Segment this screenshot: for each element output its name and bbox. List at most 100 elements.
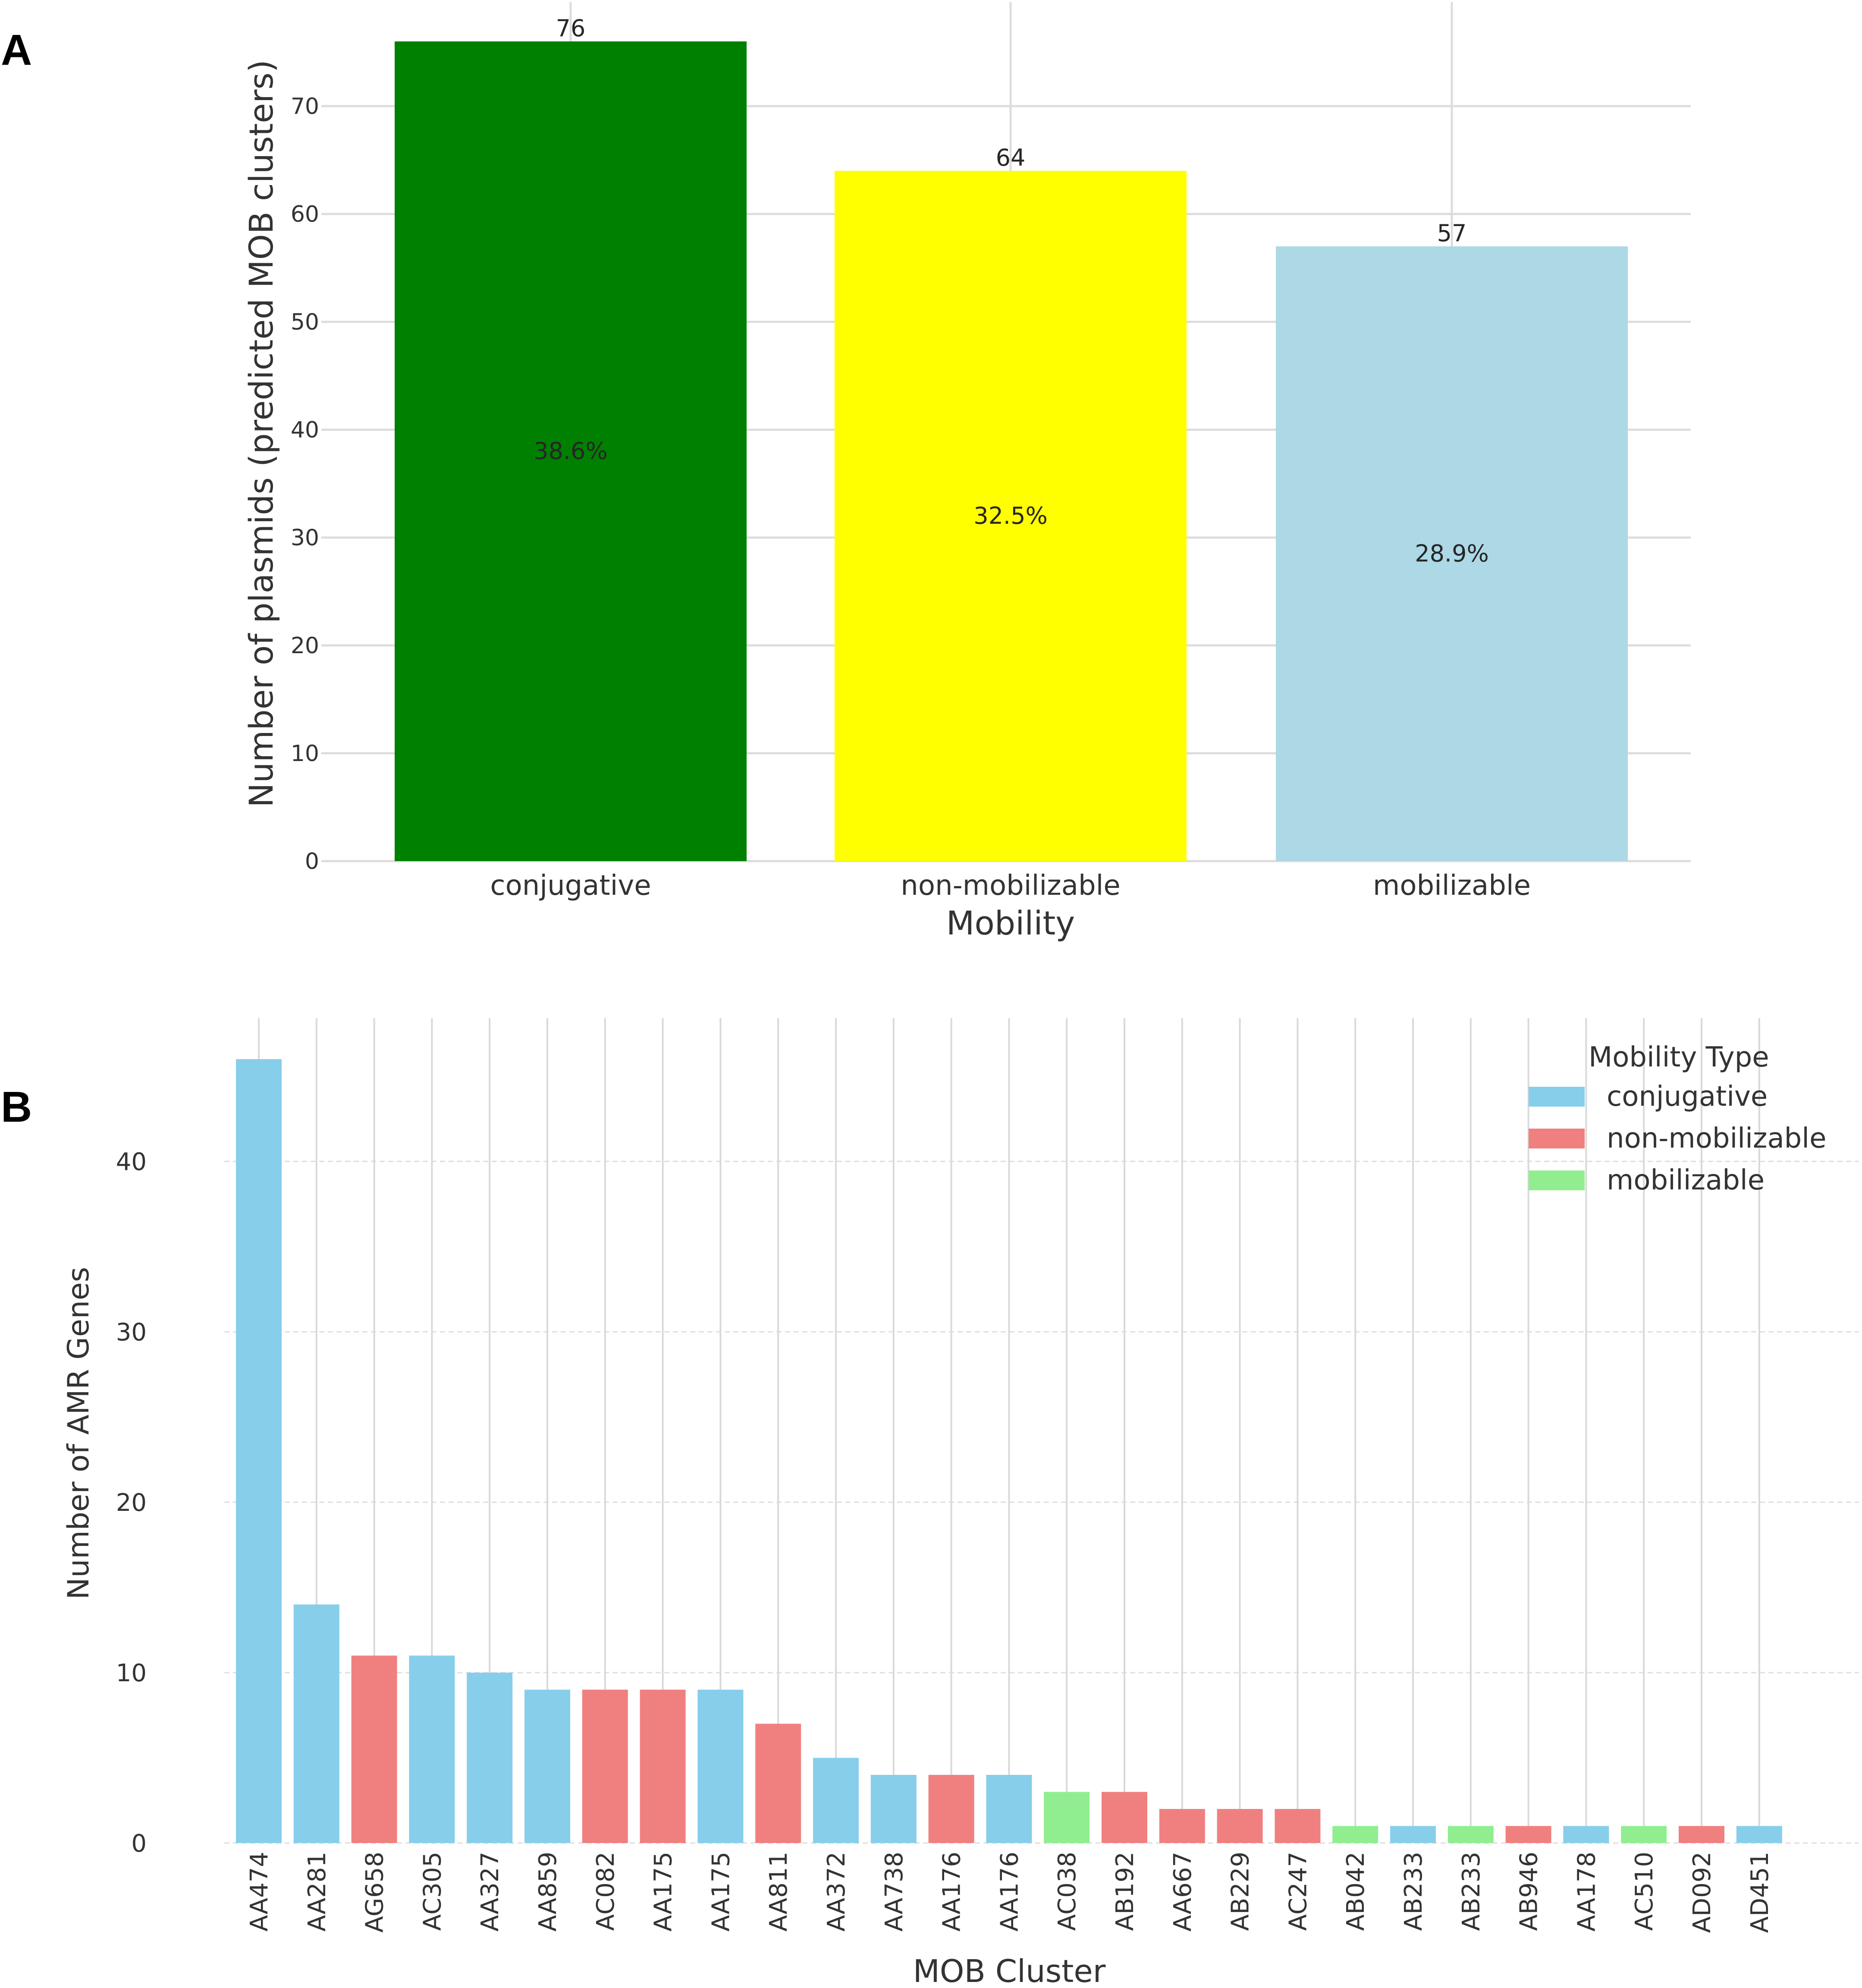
chart-a-x-tick-label: non-mobilizable bbox=[901, 870, 1120, 902]
chart-b-x-tick-label: AD451 bbox=[1746, 1852, 1774, 1933]
chart-a-percent-label: 38.6% bbox=[534, 437, 608, 465]
chart-b-bar-AC510 bbox=[1621, 1826, 1667, 1843]
chart-b-x-tick-label: AB042 bbox=[1342, 1852, 1370, 1931]
chart-b-y-tick-label: 40 bbox=[116, 1148, 147, 1176]
legend-label-conjugative: conjugative bbox=[1607, 1081, 1768, 1113]
chart-b-x-tick-label: AA667 bbox=[1169, 1852, 1197, 1931]
chart-b-bar-AA176 bbox=[928, 1775, 974, 1843]
chart-a-percent-label: 28.9% bbox=[1415, 540, 1489, 567]
chart-a: 0 10 20 30 40 50 60 70 76 38.6% conjugative 64 32.5%… bbox=[242, 2, 1691, 942]
chart-b-bar-AA372 bbox=[813, 1758, 859, 1843]
chart-b-x-tick-label: AA474 bbox=[245, 1852, 273, 1931]
chart-b-bar-AA281 bbox=[293, 1604, 339, 1843]
chart-b-bar-AG658 bbox=[351, 1655, 397, 1843]
chart-b-bar-AA667 bbox=[1159, 1809, 1205, 1843]
chart-b-x-tick-label: AB229 bbox=[1227, 1852, 1255, 1931]
legend-label-mobilizable: mobilizable bbox=[1607, 1164, 1765, 1196]
chart-b-legend: Mobility Type conjugative non-mobilizable… bbox=[1529, 1041, 1826, 1196]
chart-b-bar-AB946 bbox=[1505, 1826, 1551, 1843]
chart-a-percent-label: 32.5% bbox=[973, 502, 1048, 529]
chart-a-y-tick-label: 50 bbox=[291, 309, 319, 335]
chart-b-bar-AB233 bbox=[1448, 1826, 1494, 1843]
chart-b-x-tick-label: AA176 bbox=[938, 1852, 966, 1931]
chart-b-bar-AA175 bbox=[640, 1689, 686, 1843]
chart-b-x-tick-label: AC510 bbox=[1630, 1852, 1658, 1931]
chart-b-bar-AB233 bbox=[1390, 1826, 1436, 1843]
chart-b-y-axis-title: Number of AMR Genes bbox=[62, 1267, 96, 1600]
chart-b-bar-AA175 bbox=[697, 1689, 744, 1843]
chart-a-bar-non-mobilizable bbox=[835, 171, 1187, 861]
chart-b: 0 10 20 30 40 AA474 AA281 AG658 AC305 AA327 AA859 A… bbox=[62, 1018, 1859, 1988]
legend-swatch-conjugative bbox=[1529, 1087, 1585, 1107]
legend-swatch-non-mobilizable bbox=[1529, 1129, 1585, 1148]
chart-b-x-tick-label: AC038 bbox=[1053, 1852, 1081, 1931]
chart-b-bar-AA178 bbox=[1563, 1826, 1609, 1843]
chart-b-x-tick-label: AA175 bbox=[707, 1852, 735, 1931]
chart-b-bar-AA176 bbox=[986, 1775, 1032, 1843]
chart-b-x-tick-label: AA176 bbox=[995, 1852, 1024, 1931]
chart-a-value-label: 76 bbox=[556, 15, 586, 42]
chart-b-bar-AC082 bbox=[582, 1689, 628, 1843]
chart-b-x-tick-label: AC082 bbox=[592, 1852, 620, 1931]
panel-label-b: B bbox=[1, 1083, 32, 1131]
chart-b-x-axis-title: MOB Cluster bbox=[913, 1953, 1106, 1988]
chart-a-y-tick-label: 70 bbox=[291, 94, 319, 120]
chart-b-bar-AA811 bbox=[755, 1724, 801, 1843]
chart-b-bar-AC038 bbox=[1044, 1792, 1090, 1843]
chart-a-y-tick-label: 20 bbox=[291, 633, 319, 659]
chart-b-bar-AC247 bbox=[1275, 1809, 1321, 1843]
chart-b-y-tick-label: 10 bbox=[116, 1659, 147, 1687]
chart-b-x-tick-label: AG658 bbox=[361, 1852, 389, 1933]
legend-swatch-mobilizable bbox=[1529, 1170, 1585, 1190]
chart-b-bar-AD451 bbox=[1736, 1826, 1782, 1843]
legend-title: Mobility Type bbox=[1589, 1041, 1769, 1073]
legend-label-non-mobilizable: non-mobilizable bbox=[1607, 1123, 1826, 1154]
chart-b-bar-AA474 bbox=[236, 1059, 282, 1843]
chart-b-bar-AB192 bbox=[1102, 1792, 1147, 1843]
chart-b-bar-AC305 bbox=[409, 1655, 455, 1843]
chart-b-bar-AB042 bbox=[1332, 1826, 1378, 1843]
chart-a-y-tick-label: 30 bbox=[291, 525, 319, 551]
chart-a-x-axis-title: Mobility bbox=[946, 904, 1075, 942]
chart-b-y-tick-label: 0 bbox=[131, 1830, 147, 1858]
chart-b-x-tick-label: AA175 bbox=[650, 1852, 678, 1931]
chart-b-x-tick-label: AB192 bbox=[1111, 1852, 1139, 1931]
chart-a-y-tick-label: 0 bbox=[305, 849, 319, 874]
chart-b-x-tick-label: AA372 bbox=[823, 1852, 851, 1931]
chart-a-value-label: 57 bbox=[1437, 220, 1467, 247]
chart-b-x-tick-label: AA859 bbox=[534, 1852, 562, 1931]
panel-label-a: A bbox=[1, 26, 32, 74]
chart-b-x-tick-label: AA178 bbox=[1573, 1852, 1601, 1931]
chart-b-bar-AD092 bbox=[1679, 1826, 1724, 1843]
chart-b-x-tick-label: AA811 bbox=[765, 1852, 793, 1931]
chart-a-value-label: 64 bbox=[996, 144, 1026, 171]
chart-a-y-tick-label: 10 bbox=[291, 741, 319, 767]
chart-b-bar-AA327 bbox=[467, 1673, 513, 1843]
chart-a-labels: 0 10 20 30 40 50 60 70 76 38.6% conjugative 64 32.5%… bbox=[291, 15, 1531, 902]
chart-a-y-axis-title: Number of plasmids (predicted MOB cluste… bbox=[242, 60, 280, 807]
chart-b-x-tick-label: AC247 bbox=[1284, 1852, 1312, 1931]
chart-b-x-tick-label: AB946 bbox=[1515, 1852, 1543, 1931]
chart-b-x-tick-label: AB233 bbox=[1457, 1852, 1485, 1931]
chart-b-labels: 0 10 20 30 40 AA474 AA281 AG658 AC305 AA327 AA859 A… bbox=[116, 1148, 1774, 1933]
chart-a-y-tick-label: 60 bbox=[291, 201, 319, 227]
chart-a-x-tick-label: conjugative bbox=[490, 870, 651, 902]
chart-b-bar-AA738 bbox=[870, 1775, 917, 1843]
chart-b-x-tick-label: AB233 bbox=[1400, 1852, 1428, 1931]
chart-a-y-tick-label: 40 bbox=[291, 417, 319, 443]
chart-a-bars bbox=[395, 41, 1628, 861]
chart-b-x-tick-label: AA738 bbox=[880, 1852, 908, 1931]
chart-b-x-tick-label: AD092 bbox=[1688, 1852, 1716, 1933]
chart-b-bars bbox=[236, 1059, 1782, 1843]
chart-a-bar-mobilizable bbox=[1276, 246, 1628, 861]
chart-b-y-tick-label: 30 bbox=[116, 1318, 147, 1346]
chart-a-x-tick-label: mobilizable bbox=[1373, 870, 1531, 902]
chart-b-x-tick-label: AA327 bbox=[476, 1852, 504, 1931]
chart-a-bar-conjugative bbox=[395, 41, 747, 861]
chart-b-x-tick-label: AA281 bbox=[303, 1852, 331, 1931]
chart-b-y-tick-label: 20 bbox=[116, 1489, 147, 1517]
chart-b-x-tick-label: AC305 bbox=[418, 1852, 446, 1931]
chart-b-bar-AA859 bbox=[524, 1689, 570, 1843]
chart-b-bar-AB229 bbox=[1217, 1809, 1263, 1843]
